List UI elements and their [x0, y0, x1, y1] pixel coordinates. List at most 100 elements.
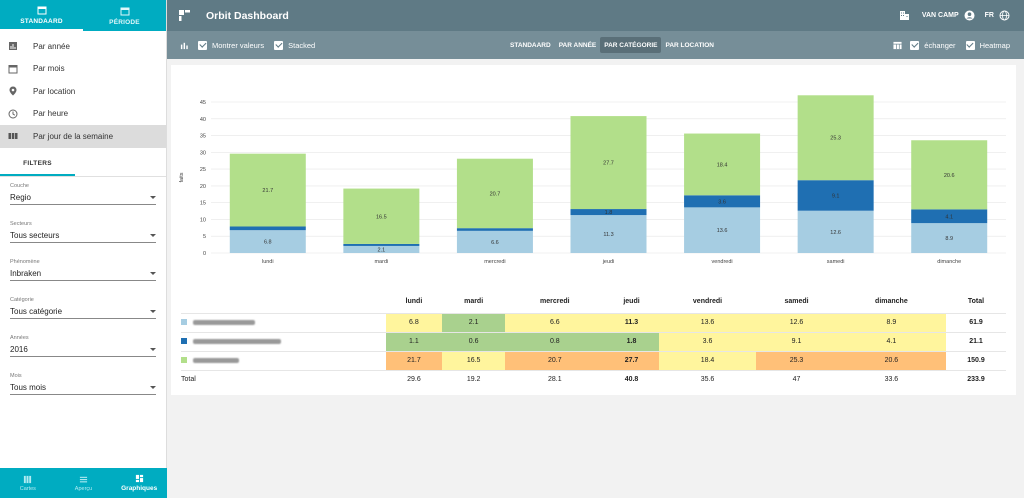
- filter-select[interactable]: Inbraken: [10, 267, 156, 281]
- x-tick-label: vendredi: [712, 259, 733, 265]
- table-cell: 3.6: [658, 331, 757, 351]
- chart-panel: 0 5 10 15 20 25 30 35 40 45 faits 6.8 21.7 lundi 2.1 16…: [171, 65, 1016, 395]
- y-tick-label: 30: [200, 150, 206, 156]
- header-actions: VAN CAMP FR: [899, 10, 1010, 21]
- data-label: 27.7: [603, 161, 614, 167]
- data-label: 6.8: [264, 240, 272, 246]
- bar-segment: [684, 133, 761, 196]
- table-header: lundi: [405, 298, 423, 306]
- mode-par-location-button[interactable]: PAR LOCATION: [665, 41, 714, 49]
- column-total: 29.6: [386, 369, 442, 389]
- bottom-nav-label: Cartes: [19, 485, 36, 492]
- totals-label: Total: [181, 369, 386, 389]
- table-cell: 11.3: [604, 312, 659, 332]
- table-header-empty: [181, 291, 386, 313]
- filter-select[interactable]: Tous secteurs: [10, 229, 156, 243]
- y-tick-label: 0: [203, 251, 206, 257]
- redacted-category-name: [193, 319, 255, 325]
- data-label: 8.9: [945, 236, 953, 242]
- swap-checkbox[interactable]: [910, 40, 920, 50]
- y-tick-label: 25: [200, 167, 206, 173]
- x-tick-label: lundi: [262, 259, 274, 265]
- sidebar: STANDAARD PÉRIODE Par année Par mois Par…: [0, 0, 167, 498]
- menu-item-par-location[interactable]: Par location: [0, 80, 166, 103]
- bottom-nav-cartes[interactable]: Cartes: [0, 468, 56, 498]
- filter-annees[interactable]: Années 2016: [0, 335, 166, 370]
- menu-item-par-mois[interactable]: Par mois: [0, 58, 166, 81]
- y-tick-label: 15: [200, 201, 206, 207]
- caret-down-icon: [150, 271, 156, 275]
- table-cell: 27.7: [604, 350, 659, 370]
- filter-label: Phénomène: [10, 258, 40, 265]
- table-cell: 2.1: [441, 312, 506, 332]
- tab-periode[interactable]: PÉRIODE: [83, 0, 166, 31]
- menu-item-par-jour-semaine[interactable]: Par jour de la semaine: [0, 125, 166, 148]
- account-circle-icon[interactable]: [964, 10, 975, 21]
- language-code[interactable]: FR: [984, 12, 994, 19]
- filter-categorie[interactable]: Catégorie Tous catégorie: [0, 297, 166, 332]
- bar-segment: [229, 226, 306, 231]
- filter-couche[interactable]: Couche Regio: [0, 183, 166, 218]
- menu-item-label: Par location: [33, 86, 76, 96]
- menu-item-par-heure[interactable]: Par heure: [0, 103, 166, 126]
- filter-phenomene[interactable]: Phénomène Inbraken: [0, 259, 166, 294]
- bar-chart-icon: [180, 42, 188, 49]
- row-label: [181, 350, 386, 370]
- table-icon[interactable]: [893, 41, 902, 50]
- mode-par-categorie-button[interactable]: PAR CATÉGORIE: [600, 37, 662, 53]
- bar-segment: [229, 230, 306, 253]
- filter-select[interactable]: Tous mois: [10, 381, 156, 395]
- toolbar-right: échanger Heatmap: [893, 40, 1010, 50]
- caret-down-icon: [150, 347, 156, 351]
- show-values-checkbox[interactable]: [198, 40, 207, 50]
- swap-label: échanger: [924, 40, 956, 50]
- y-tick-label: 10: [200, 217, 206, 223]
- app-header: Orbit Dashboard VAN CAMP FR: [167, 0, 1024, 31]
- globe-icon[interactable]: [999, 10, 1010, 21]
- menu-item-label: Par jour de la semaine: [33, 131, 114, 141]
- caret-down-icon: [150, 309, 156, 313]
- menu-item-label: Par année: [33, 41, 70, 51]
- filter-select[interactable]: Regio: [10, 191, 156, 205]
- mode-standaard-button[interactable]: STANDAARD: [510, 41, 551, 49]
- table-cell: 25.3: [756, 350, 837, 370]
- filters-tab[interactable]: FILTERS: [0, 154, 75, 176]
- bar-segment: [456, 228, 533, 231]
- filter-label: Secteurs: [10, 220, 32, 227]
- stacked-bar-chart: 0 5 10 15 20 25 30 35 40 45 faits 6.8 21.7 lundi 2.1 16…: [179, 95, 1006, 265]
- tab-standaard[interactable]: STANDAARD: [0, 0, 83, 31]
- column-total: 19.2: [441, 369, 506, 389]
- bottom-nav-graphiques[interactable]: Graphiques: [111, 468, 167, 498]
- data-table: lundi mardi mercredi jeudi vendredi same…: [181, 291, 1006, 389]
- table-cell: 8.9: [836, 312, 946, 332]
- table-cell: 0.8: [505, 331, 605, 351]
- stacked-checkbox[interactable]: [274, 40, 284, 50]
- legend-swatch: [181, 319, 187, 326]
- heatmap-checkbox[interactable]: [965, 40, 975, 50]
- filter-label: Mois: [10, 372, 22, 379]
- data-label: 6.6: [491, 240, 499, 246]
- caret-down-icon: [150, 385, 156, 389]
- caret-down-icon: [150, 195, 156, 199]
- bottom-nav-apercu[interactable]: Aperçu: [56, 468, 112, 498]
- table-cell: 16.5: [441, 350, 506, 370]
- table-cell: 6.8: [386, 312, 442, 332]
- column-total: 47: [756, 369, 837, 389]
- filter-mois[interactable]: Mois Tous mois: [0, 373, 166, 408]
- chart-menu: Par année Par mois Par location Par heur…: [0, 35, 166, 148]
- building-icon[interactable]: [899, 10, 910, 21]
- menu-item-par-annee[interactable]: Par année: [0, 35, 166, 58]
- user-name[interactable]: VAN CAMP: [921, 12, 959, 19]
- list-icon: [79, 476, 88, 482]
- filter-select[interactable]: 2016: [10, 343, 156, 357]
- bar-segment: [456, 230, 533, 253]
- bar-chart-icon: [9, 42, 17, 51]
- bottom-nav: Cartes Aperçu Graphiques: [0, 468, 167, 498]
- filter-secteurs[interactable]: Secteurs Tous secteurs: [0, 221, 166, 256]
- bar-segment: [684, 195, 761, 208]
- table-cell: 21.7: [386, 350, 442, 370]
- mode-par-annee-button[interactable]: PAR ANNÉE: [558, 41, 597, 49]
- filter-select[interactable]: Tous catégorie: [10, 305, 156, 319]
- data-label: 20.6: [944, 173, 955, 179]
- row-total: 150.9: [946, 350, 1006, 370]
